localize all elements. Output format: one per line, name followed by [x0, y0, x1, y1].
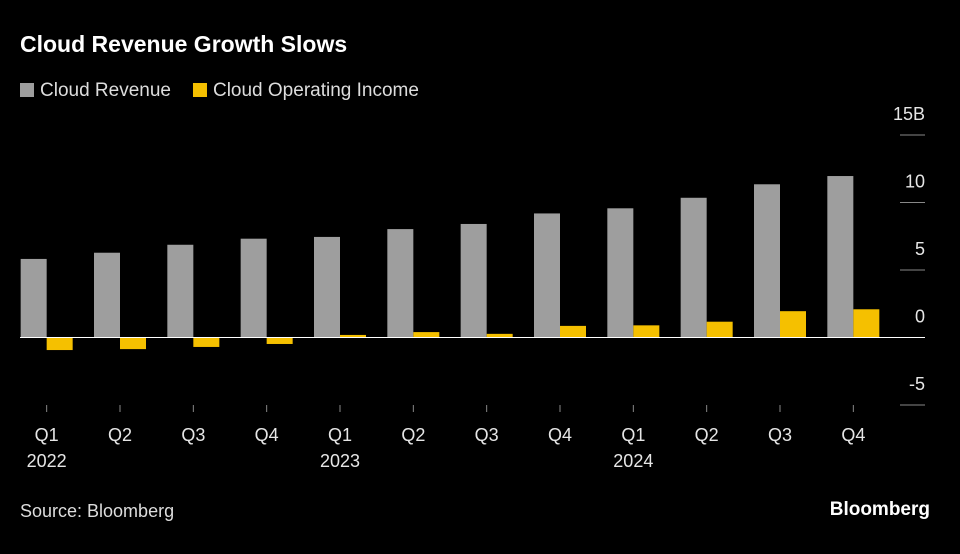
bar [193, 337, 220, 347]
x-tick-label: Q1 [621, 425, 645, 445]
x-tick-label: Q4 [255, 425, 279, 445]
bar [460, 223, 487, 338]
x-tick-label: Q2 [108, 425, 132, 445]
bar [20, 258, 47, 338]
bar [560, 325, 586, 338]
bar [120, 337, 146, 350]
y-tick-label: 5 [915, 239, 925, 259]
x-group-label: 2022 [27, 451, 67, 471]
legend-swatch [192, 83, 207, 97]
bar [46, 337, 73, 351]
legend-swatch [20, 83, 34, 97]
y-tick-label: 10 [905, 171, 925, 191]
bar [266, 337, 293, 344]
x-group-label: 2024 [613, 451, 653, 471]
bar [240, 238, 267, 338]
bar [486, 333, 513, 338]
chart-title: Cloud Revenue Growth Slows [20, 31, 347, 57]
bar [413, 332, 440, 338]
x-tick-label: Q3 [475, 425, 499, 445]
bar [534, 213, 560, 338]
bar [680, 197, 707, 338]
y-tick-label: -5 [909, 374, 925, 394]
y-tick-label: 15B [893, 104, 925, 124]
bar [387, 229, 414, 338]
x-tick-label: Q2 [695, 425, 719, 445]
bar [754, 184, 780, 338]
bar [94, 252, 120, 338]
x-tick-label: Q1 [328, 425, 352, 445]
bar [827, 176, 854, 338]
bar [633, 325, 660, 338]
bar [314, 236, 340, 338]
y-tick-label: 0 [915, 306, 925, 326]
brand: Bloomberg [830, 499, 930, 520]
x-tick-label: Q1 [35, 425, 59, 445]
x-tick-label: Q3 [181, 425, 205, 445]
bar [706, 321, 733, 338]
source: Source: Bloomberg [20, 501, 174, 521]
bar [340, 334, 366, 338]
x-tick-label: Q4 [841, 425, 865, 445]
bar [853, 309, 880, 338]
legend-label: Cloud Revenue [40, 80, 171, 101]
bar [167, 244, 194, 338]
x-tick-label: Q3 [768, 425, 792, 445]
bar [607, 208, 634, 338]
legend-label: Cloud Operating Income [213, 80, 419, 101]
x-group-label: 2023 [320, 451, 360, 471]
x-tick-label: Q2 [401, 425, 425, 445]
bar [780, 311, 806, 338]
x-tick-label: Q4 [548, 425, 572, 445]
